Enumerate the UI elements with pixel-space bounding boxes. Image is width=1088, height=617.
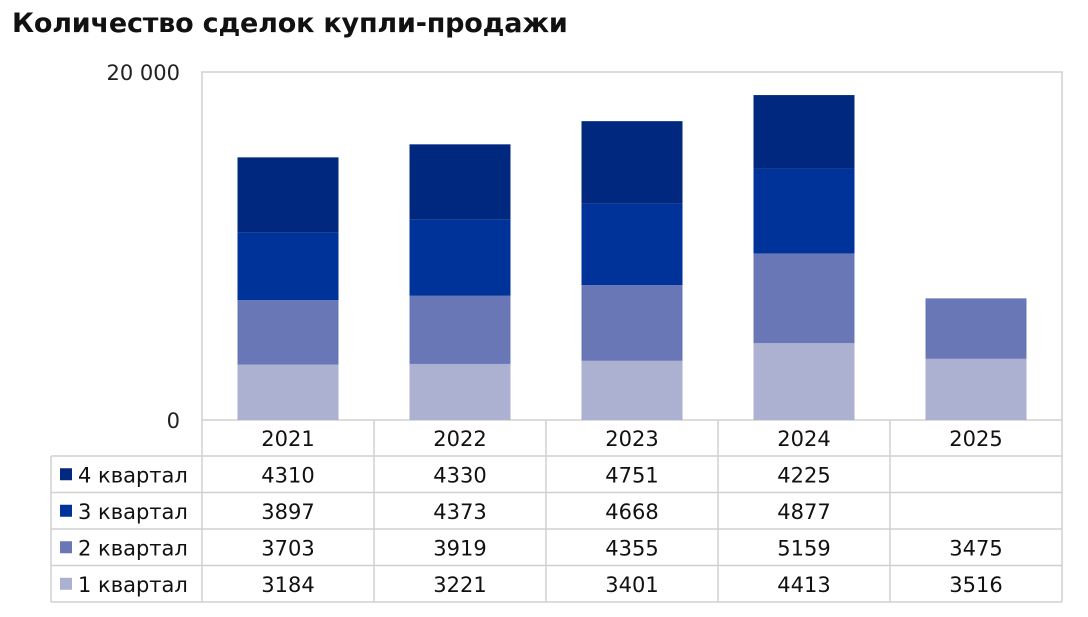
legend-label: 3 квартал <box>78 500 188 524</box>
data-label: 4751 <box>605 463 658 487</box>
bar-segment-2022-q2 <box>409 295 511 364</box>
bar-segment-2021-q4 <box>237 157 339 233</box>
data-label: 3919 <box>433 536 486 560</box>
bar-segment-2022-q4 <box>409 144 511 220</box>
data-table: 2021 2022 2023 2024 2025 4 квартал 4310 4330 475… <box>50 420 1063 603</box>
bar-segment-2024-q3 <box>753 168 855 254</box>
legend-label: 2 квартал <box>78 536 188 560</box>
bar-segment-2023-q1 <box>581 360 683 420</box>
category-label-2024: 2024 <box>777 427 830 451</box>
data-label: 4310 <box>261 463 314 487</box>
legend-swatch <box>60 504 72 517</box>
legend-label: 1 квартал <box>78 573 188 597</box>
y-tick-label: 0 <box>167 409 180 433</box>
category-label-2022: 2022 <box>433 427 486 451</box>
data-label: 4355 <box>605 536 658 560</box>
bars-layer <box>237 95 1027 420</box>
category-label-2023: 2023 <box>605 427 658 451</box>
bar-segment-2021-q3 <box>237 232 339 301</box>
bar-segment-2023-q2 <box>581 285 683 361</box>
data-label: 4373 <box>433 500 486 524</box>
bar-segment-2024-q2 <box>753 253 855 344</box>
data-label: 4330 <box>433 463 486 487</box>
data-label: 4413 <box>777 573 830 597</box>
legend-swatch <box>60 468 72 481</box>
legend-swatch <box>60 577 72 590</box>
data-label: 4225 <box>777 463 830 487</box>
bar-segment-2025-q1 <box>925 358 1027 420</box>
data-label: 4668 <box>605 500 658 524</box>
bar-segment-2024-q1 <box>753 343 855 420</box>
category-label-2025: 2025 <box>949 427 1002 451</box>
data-label: 3703 <box>261 536 314 560</box>
category-label-2021: 2021 <box>261 427 314 451</box>
chart-title: Количество сделок купли-продажи <box>12 8 568 39</box>
bar-segment-2023-q4 <box>581 121 683 204</box>
bar-segment-2022-q1 <box>409 363 511 420</box>
data-label: 3184 <box>261 573 314 597</box>
bar-segment-2023-q3 <box>581 203 683 286</box>
bar-segment-2021-q2 <box>237 300 339 365</box>
legend-swatch <box>60 541 72 554</box>
data-label: 3401 <box>605 573 658 597</box>
bar-segment-2025-q2 <box>925 298 1027 359</box>
data-label: 5159 <box>777 536 830 560</box>
data-label: 4877 <box>777 500 830 524</box>
data-label: 3516 <box>949 573 1002 597</box>
data-label: 3221 <box>433 573 486 597</box>
y-axis: 0 20 000 <box>107 61 180 433</box>
legend-label: 4 квартал <box>78 463 188 487</box>
y-tick-label: 20 000 <box>107 61 180 85</box>
bar-segment-2022-q3 <box>409 219 511 296</box>
bar-segment-2021-q1 <box>237 364 339 420</box>
data-label: 3897 <box>261 500 314 524</box>
bar-segment-2024-q4 <box>753 95 855 169</box>
data-label: 3475 <box>949 536 1002 560</box>
